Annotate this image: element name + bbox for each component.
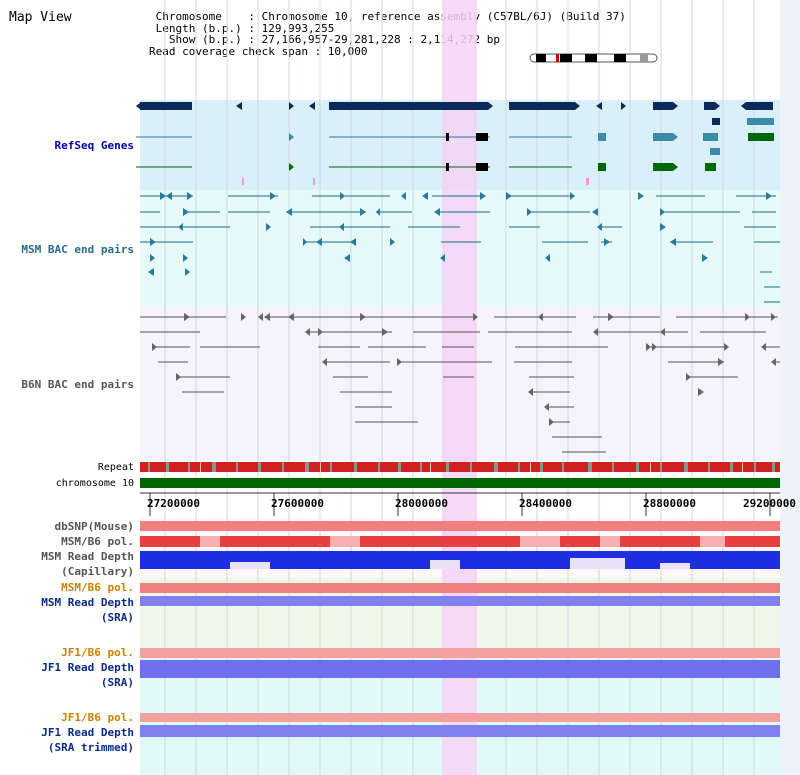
track-label-jf1-b6-pol-1[interactable]: JF1/B6 pol. xyxy=(61,646,134,659)
track-label-jf1-depth-trimmed[interactable]: JF1 Read Depth (SRA trimmed) xyxy=(41,725,134,755)
track-label-line: MSM Read Depth xyxy=(41,550,134,563)
track-label-msm-b6-pol-2[interactable]: MSM/B6 pol. xyxy=(61,581,134,594)
track-label-msm-depth-capillary[interactable]: MSM Read Depth (Capillary) xyxy=(41,549,134,579)
chromosome-ideogram[interactable] xyxy=(529,53,658,63)
track-label-msm-b6-pol-1[interactable]: MSM/B6 pol. xyxy=(61,535,134,548)
msm-bac-ends xyxy=(148,192,772,276)
track-label-jf1-depth-sra[interactable]: JF1 Read Depth (SRA) xyxy=(41,660,134,690)
axis-tick-label: 27200000 xyxy=(147,497,200,510)
region-info: Chromosome : Chromosome 10, reference as… xyxy=(149,11,626,57)
msm-b6-pol-track-1[interactable] xyxy=(140,536,780,547)
axis-tick-label: 28800000 xyxy=(643,497,696,510)
track-label-refseq[interactable]: RefSeq Genes xyxy=(54,139,134,152)
refseq-exons xyxy=(289,133,712,141)
repeat-gaps xyxy=(148,462,775,472)
track-label-jf1-b6-pol-2[interactable]: JF1/B6 pol. xyxy=(61,711,134,724)
b6n-bac-pairs[interactable] xyxy=(140,316,780,453)
track-label-line: JF1 Read Depth xyxy=(41,661,134,674)
track-label-dbsnp[interactable]: dbSNP(Mouse) xyxy=(54,520,134,533)
axis-tick-label: 29200000 xyxy=(743,497,796,510)
track-label-line: MSM Read Depth xyxy=(41,596,134,609)
track-label-repeat: Repeat xyxy=(97,462,134,473)
highlight-region[interactable] xyxy=(442,0,477,775)
track-label-msm-depth-sra[interactable]: MSM Read Depth (SRA) xyxy=(41,595,134,625)
dbsnp-track[interactable] xyxy=(140,521,780,531)
jf1-depth-trimmed-track[interactable] xyxy=(140,725,780,737)
msm-b6-pol-track-2[interactable] xyxy=(140,583,780,593)
info-length: Length (b.p.) : 129,993,255 xyxy=(149,21,335,35)
axis-tick-label: 28400000 xyxy=(519,497,572,510)
track-label-line: JF1 Read Depth xyxy=(41,726,134,739)
axis-tick-label: 28000000 xyxy=(395,497,448,510)
track-label-b6n-bac[interactable]: B6N BAC end pairs xyxy=(21,378,134,391)
refseq-exons-2 xyxy=(289,163,716,171)
track-label-chromosome: chromosome 10 xyxy=(55,478,134,489)
track-label-line: (SRA) xyxy=(100,611,134,624)
axis-ticks xyxy=(149,493,771,516)
page-title: Map View xyxy=(9,10,72,25)
msm-depth-sra-track[interactable] xyxy=(140,596,780,606)
jf1-depth-sra-track[interactable] xyxy=(140,660,780,678)
track-label-line: (SRA trimmed) xyxy=(47,741,134,754)
repeat-track[interactable] xyxy=(140,462,780,472)
b6n-bac-ends xyxy=(152,313,776,426)
track-label-msm-bac[interactable]: MSM BAC end pairs xyxy=(21,243,134,256)
axis-tick-labels: 27200000 27600000 28000000 28400000 2880… xyxy=(0,497,800,513)
chromosome-bar[interactable] xyxy=(140,478,780,488)
axis-tick-label: 27600000 xyxy=(271,497,324,510)
jf1-b6-pol-track-1[interactable] xyxy=(140,648,780,658)
refseq-genes[interactable] xyxy=(136,102,774,155)
track-label-line: (SRA) xyxy=(100,676,134,689)
jf1-b6-pol-track-2[interactable] xyxy=(140,713,780,722)
track-label-line: (Capillary) xyxy=(61,565,134,578)
